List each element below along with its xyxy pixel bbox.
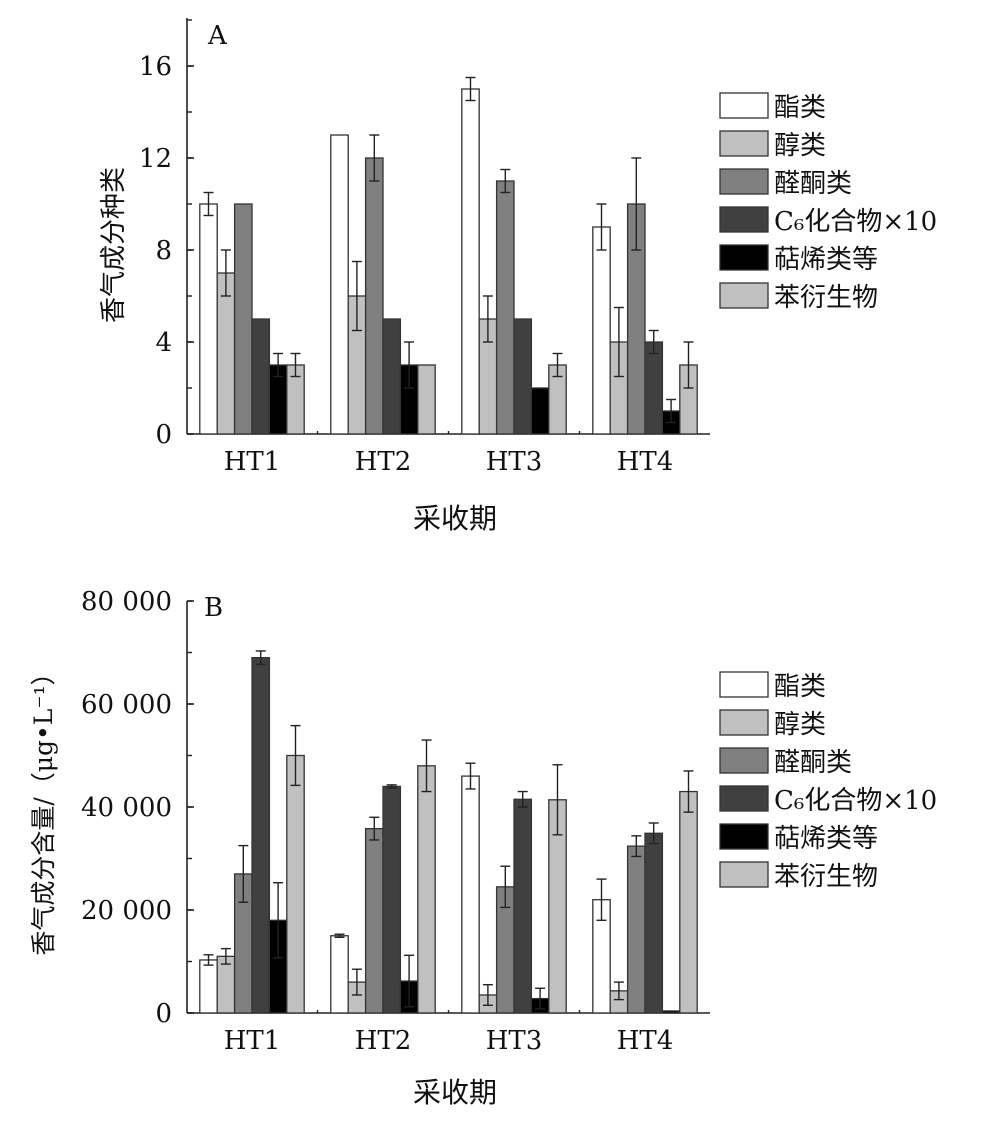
bar	[417, 765, 436, 1014]
bar	[233, 203, 253, 435]
y-tick-label: 12	[139, 144, 172, 174]
bar	[364, 157, 384, 435]
bar	[364, 827, 384, 1014]
legend-swatch	[719, 747, 769, 774]
legend-label: 酯类	[774, 672, 826, 702]
x-axis-label: 采收期	[413, 1076, 497, 1109]
bar	[216, 272, 236, 435]
bar	[382, 318, 402, 435]
legend-swatch	[719, 168, 769, 195]
y-tick-label: 16	[139, 52, 172, 82]
legend-label: 醛酮类	[774, 748, 852, 778]
legend-label: C₆化合物×10	[774, 207, 937, 237]
bar	[286, 754, 305, 1014]
legend-label: 醇类	[774, 131, 826, 161]
bar	[382, 785, 402, 1014]
legend-swatch	[719, 823, 769, 850]
legend-swatch	[719, 92, 769, 119]
bar	[530, 387, 550, 435]
bar	[251, 657, 271, 1014]
legend-label: 苯衍生物	[774, 862, 878, 892]
y-tick-label: 60 000	[81, 690, 172, 720]
x-tick-label: HT3	[486, 447, 543, 477]
x-axis-label: 采收期	[413, 502, 497, 535]
y-tick-label: 20 000	[81, 896, 172, 926]
legend-label: 苯衍生物	[774, 283, 878, 313]
y-axis-label: 香气成分种类	[99, 167, 129, 323]
bar	[644, 832, 664, 1014]
bar	[251, 318, 271, 435]
x-tick-label: HT1	[224, 1026, 281, 1056]
y-tick-label: 0	[155, 999, 172, 1029]
legend-swatch	[719, 671, 769, 698]
x-tick-label: HT4	[617, 1026, 674, 1056]
legend-swatch	[719, 282, 769, 309]
legend-label: 酯类	[774, 93, 826, 123]
legend-label: 醇类	[774, 710, 826, 740]
legend-label: 萜烯类等	[774, 245, 878, 275]
bar	[199, 203, 218, 435]
legend-swatch	[719, 244, 769, 271]
bar	[513, 318, 533, 435]
bar	[417, 364, 436, 435]
y-tick-label: 0	[155, 420, 172, 450]
bar	[679, 790, 698, 1014]
legend-swatch	[719, 206, 769, 233]
x-tick-label: HT4	[617, 447, 674, 477]
legend-swatch	[719, 861, 769, 888]
bar	[626, 845, 646, 1014]
legend-swatch	[719, 785, 769, 812]
panel-label: B	[204, 593, 223, 623]
bar	[330, 134, 349, 435]
x-tick-label: HT3	[486, 1026, 543, 1056]
bar	[216, 955, 236, 1014]
legend-label: 醛酮类	[774, 169, 852, 199]
bar	[461, 775, 480, 1014]
y-tick-label: 8	[155, 236, 172, 266]
legend-label: C₆化合物×10	[774, 786, 937, 816]
bar	[199, 959, 218, 1014]
bar	[661, 1010, 681, 1014]
panel-label: A	[207, 21, 228, 51]
y-axis-label: 香气成分含量/（μg•L⁻¹）	[29, 660, 58, 955]
legend-swatch	[719, 709, 769, 736]
x-tick-label: HT2	[355, 1026, 412, 1056]
bar	[461, 88, 480, 435]
y-tick-label: 40 000	[81, 793, 172, 823]
y-tick-label: 80 000	[81, 587, 172, 617]
panel-b: B 采收期 香气成分含量/（μg•L⁻¹） 0 20 000 40 000 60 00…	[29, 587, 937, 1109]
bar	[644, 341, 664, 435]
y-tick-label: 4	[155, 328, 172, 358]
bar	[592, 226, 611, 435]
bar	[513, 798, 533, 1014]
x-tick-label: HT2	[355, 447, 412, 477]
legend-label: 萜烯类等	[774, 824, 878, 854]
x-tick-label: HT1	[224, 447, 281, 477]
bar	[330, 935, 349, 1014]
legend-swatch	[719, 130, 769, 157]
bar	[495, 180, 515, 435]
